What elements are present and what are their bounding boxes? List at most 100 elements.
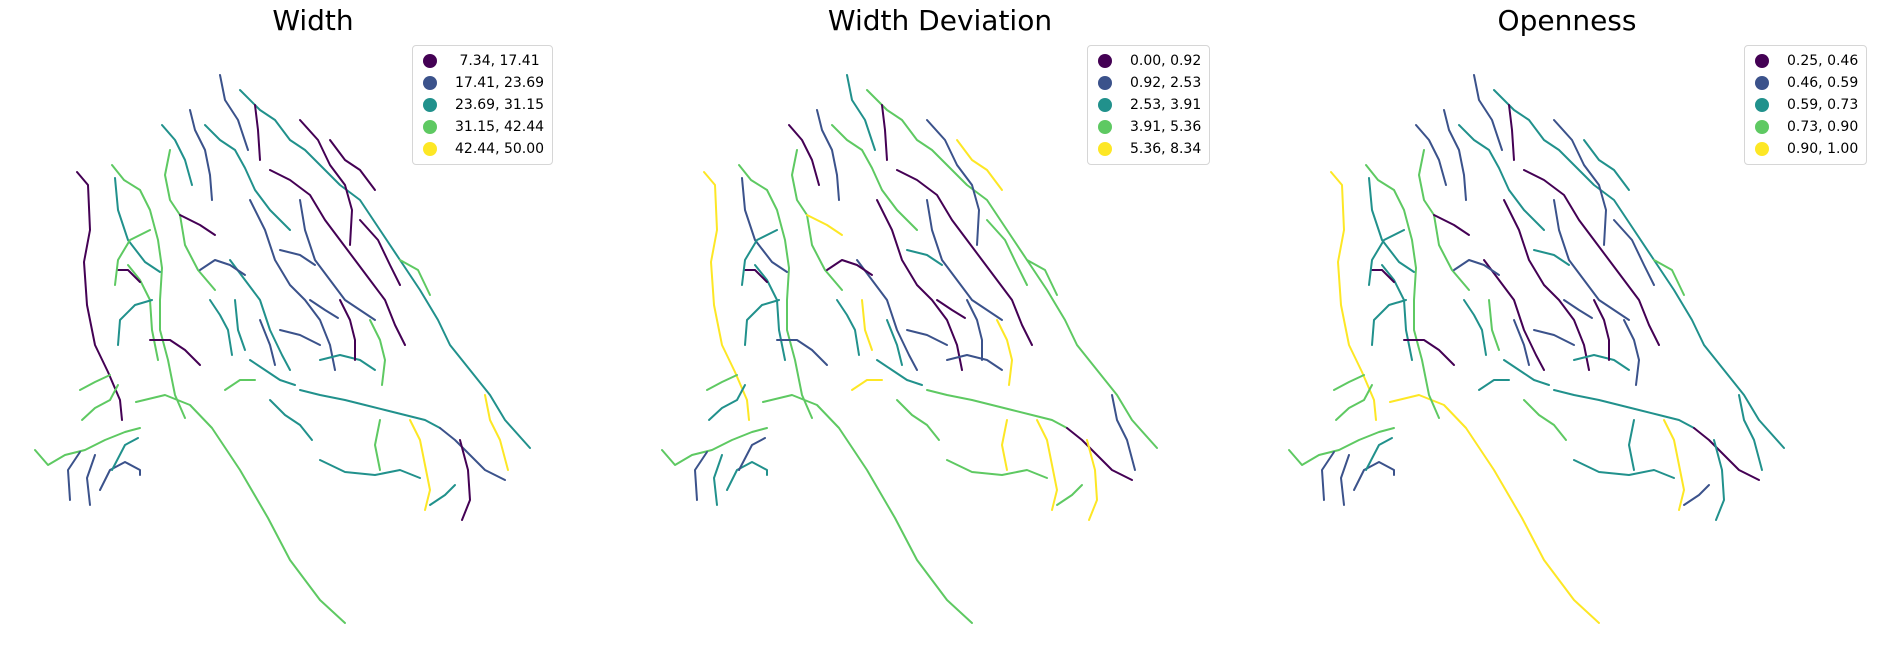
street-segment (1333, 374, 1365, 391)
street-segment (1513, 319, 1530, 366)
street-segment (926, 119, 980, 246)
street-segment (694, 451, 708, 501)
legend-marker (1098, 142, 1112, 156)
legend-item: 0.46, 0.59 (1755, 72, 1858, 94)
street-segment (1389, 394, 1600, 624)
street-segment (788, 124, 820, 186)
street-segment (876, 359, 923, 386)
street-segment (279, 249, 316, 266)
street-segment (149, 339, 201, 366)
street-segment (1533, 329, 1575, 346)
legend-marker (1755, 142, 1769, 156)
street-segment (946, 354, 1003, 371)
street-segment (1368, 229, 1405, 286)
legend-item: 7.34, 17.41 (423, 50, 544, 72)
street-segment (299, 199, 376, 321)
street-segment (1523, 169, 1660, 346)
street-segment (269, 169, 406, 346)
street-segment (459, 439, 471, 521)
street-segment (135, 394, 346, 624)
legend-marker (423, 54, 437, 68)
street-segment (1368, 177, 1415, 273)
legend-label: 0.46, 0.59 (1787, 75, 1859, 91)
legend-item: 0.25, 0.46 (1755, 50, 1858, 72)
street-segment (1365, 437, 1393, 471)
panel-title: Width Deviation (827, 4, 1053, 37)
legend-item: 23.69, 31.15 (423, 94, 544, 116)
street-segment (1473, 74, 1503, 151)
legend: 0.25, 0.46 0.46, 0.59 0.59, 0.73 0.73, 0… (1744, 45, 1868, 165)
map-panel-width: Width 7.34, 17.41 17.41, 23.69 23.69, 31… (0, 0, 626, 661)
legend-item: 3.91, 5.36 (1098, 116, 1201, 138)
street-segment (1111, 394, 1136, 471)
street-segment (816, 109, 840, 201)
street-segment (1553, 389, 1695, 429)
street-segment (1503, 199, 1590, 371)
street-segment (806, 214, 843, 236)
legend-marker (1755, 76, 1769, 90)
street-segment (1001, 419, 1008, 471)
street-segment (744, 299, 780, 346)
street-segment (254, 104, 261, 161)
street-segment (713, 454, 723, 506)
street-segment (269, 399, 313, 441)
street-segment (776, 339, 828, 366)
legend-marker (1755, 54, 1769, 68)
street-segment (1573, 354, 1630, 371)
street-segment (946, 459, 1048, 479)
street-segment (179, 214, 216, 236)
legend-label: 17.41, 23.69 (455, 75, 545, 91)
street-segment (234, 299, 246, 351)
street-segment (846, 74, 876, 151)
street-segment (708, 384, 746, 421)
street-segment (1613, 219, 1655, 286)
street-segment (906, 249, 943, 266)
street-segment (1371, 299, 1407, 346)
street-segment (1340, 454, 1350, 506)
street-segment (1553, 119, 1607, 246)
street-segment (79, 374, 111, 391)
street-segment (661, 427, 768, 466)
street-segment (249, 359, 296, 386)
street-segment (741, 229, 778, 286)
street-segment (876, 199, 963, 371)
street-segment (1288, 427, 1395, 466)
street-network-map (34, 74, 531, 624)
street-segment (1458, 124, 1545, 231)
street-segment (229, 259, 291, 371)
street-segment (886, 319, 903, 366)
legend-item: 17.41, 23.69 (423, 72, 544, 94)
legend-marker (1755, 120, 1769, 134)
street-segment (484, 394, 509, 471)
street-segment (896, 399, 940, 441)
street-segment (1381, 264, 1413, 361)
street-segment (986, 219, 1028, 286)
legend-marker (423, 120, 437, 134)
street-segment (996, 319, 1013, 386)
street-segment (1693, 427, 1760, 481)
street-segment (956, 139, 1003, 191)
street-segment (319, 459, 421, 479)
street-segment (1478, 379, 1510, 391)
street-segment (926, 389, 1068, 429)
legend-label: 5.36, 8.34 (1130, 141, 1202, 157)
street-segment (239, 89, 531, 449)
street-segment (204, 124, 291, 231)
street-segment (1026, 259, 1058, 296)
street-segment (127, 264, 159, 361)
street-segment (209, 299, 233, 356)
legend-marker (1098, 54, 1112, 68)
street-network-map (661, 74, 1158, 624)
street-segment (762, 394, 973, 624)
street-segment (851, 379, 883, 391)
street-segment (1353, 461, 1395, 491)
legend-label: 0.73, 0.90 (1787, 119, 1859, 135)
legend-marker (1098, 120, 1112, 134)
legend-marker (1755, 98, 1769, 112)
street-segment (1488, 299, 1500, 351)
street-segment (299, 389, 441, 429)
street-segment (1086, 439, 1098, 521)
street-segment (861, 299, 873, 351)
street-segment (114, 177, 161, 273)
street-segment (1628, 419, 1635, 471)
